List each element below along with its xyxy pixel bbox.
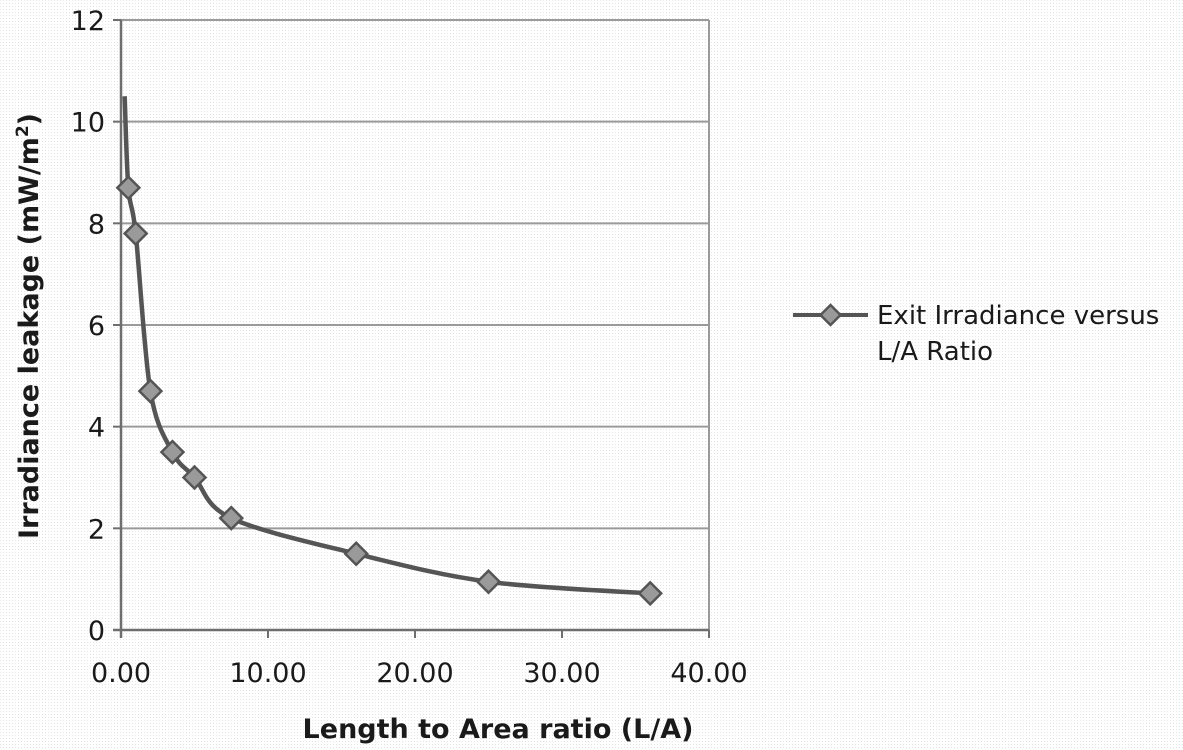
legend-label-line: L/A Ratio [877,337,993,367]
y-tick-label: 10 [71,108,105,139]
y-tick-label: 12 [71,6,105,37]
y-tick-label: 6 [88,311,105,342]
y-axis-title-end: ) [14,113,45,125]
y-tick-label: 2 [88,514,105,545]
x-tick-label: 0.00 [91,658,151,689]
x-tick-label: 40.00 [670,658,747,689]
y-tick-label: 0 [88,616,105,647]
y-axis-title-superscript: 2 [13,125,33,137]
x-tick-label: 20.00 [376,658,453,689]
y-tick-label: 8 [88,209,105,240]
y-axis-title: Irradiance leakage (mW/m2) [13,113,45,539]
y-axis-title-main: Irradiance leakage (mW/m [14,137,45,539]
x-axis-title: Length to Area ratio (L/A) [303,714,694,745]
x-tick-label: 30.00 [523,658,600,689]
x-tick-label: 10.00 [229,658,306,689]
y-tick-label: 4 [88,413,105,444]
legend-label-line: Exit Irradiance versus [877,301,1159,331]
